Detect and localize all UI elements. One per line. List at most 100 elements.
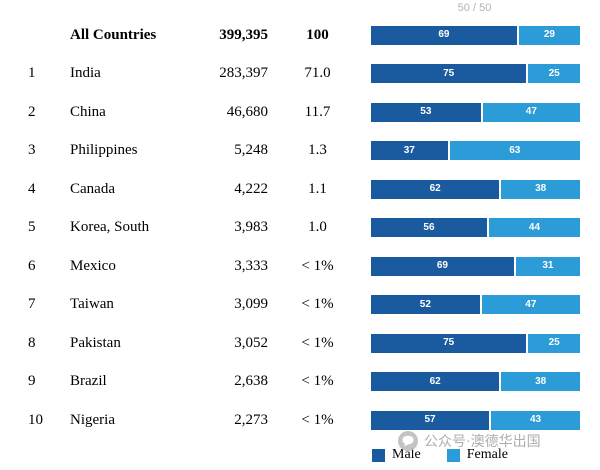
female-bar-segment: 43 xyxy=(491,410,580,430)
gender-bar-cell: 37 63 xyxy=(371,141,580,161)
count-cell: 3,052 xyxy=(234,334,268,351)
rank-cell: 2 xyxy=(28,103,36,120)
count-cell: 3,099 xyxy=(234,296,268,313)
percent-cell: 1.0 xyxy=(308,219,327,236)
percent-cell: < 1% xyxy=(301,334,334,351)
rank-cell: 3 xyxy=(28,142,36,159)
male-bar-segment: 62 xyxy=(371,372,500,392)
female-value-label: 47 xyxy=(525,106,537,118)
stacked-bar: 37 63 xyxy=(371,141,580,161)
female-value-label: 44 xyxy=(528,221,541,233)
rank-cell: 6 xyxy=(28,257,36,274)
stacked-bar: 56 44 xyxy=(371,218,580,238)
male-value-label: 62 xyxy=(429,375,441,387)
count-cell: 4,222 xyxy=(234,180,268,197)
female-bar-segment: 38 xyxy=(501,372,580,392)
rank-cell: 7 xyxy=(28,296,36,313)
female-value-label: 43 xyxy=(529,414,542,426)
table-row: All Countries 399,395 100 69 29 xyxy=(0,16,600,55)
country-cell: Korea, South xyxy=(70,219,150,236)
table-row: 5 Korea, South 3,983 1.0 56 44 xyxy=(0,209,600,248)
table-row: 3 Philippines 5,248 1.3 37 63 xyxy=(0,132,600,171)
country-cell: Philippines xyxy=(70,142,138,159)
male-bar-segment: 69 xyxy=(371,25,517,45)
female-value-label: 29 xyxy=(543,29,555,41)
fifty-fifty-axis-note: 50 / 50 xyxy=(457,2,492,14)
percent-cell: 11.7 xyxy=(304,103,331,120)
male-value-label: 53 xyxy=(420,106,432,118)
country-cell: Brazil xyxy=(70,373,107,390)
rank-cell: 8 xyxy=(28,334,36,351)
female-color-swatch xyxy=(446,448,460,462)
female-value-label: 47 xyxy=(525,298,537,310)
table-row: 8 Pakistan 3,052 < 1% 75 25 xyxy=(0,324,600,363)
stacked-bar: 62 38 xyxy=(371,372,580,392)
count-cell: 5,248 xyxy=(234,142,268,159)
table-row: 4 Canada 4,222 1.1 62 38 xyxy=(0,170,600,209)
gender-bar-cell: 75 25 xyxy=(371,64,580,84)
percent-cell: < 1% xyxy=(301,257,334,274)
country-cell: Nigeria xyxy=(70,411,115,428)
male-value-label: 69 xyxy=(436,260,448,272)
male-value-label: 37 xyxy=(403,144,415,156)
count-cell: 3,333 xyxy=(234,257,268,274)
male-bar-segment: 56 xyxy=(371,218,487,238)
male-value-label: 52 xyxy=(419,298,431,310)
gender-bar-cell: 75 25 xyxy=(371,333,580,353)
table-row: 10 Nigeria 2,273 < 1% 57 43 xyxy=(0,401,600,440)
percent-cell: 100 xyxy=(306,26,329,43)
gender-bar-cell: 62 38 xyxy=(371,372,580,392)
female-bar-segment: 47 xyxy=(481,295,580,315)
gender-bar-cell: 69 31 xyxy=(371,256,580,276)
female-value-label: 25 xyxy=(548,67,560,79)
male-value-label: 69 xyxy=(438,29,450,41)
stacked-bar: 75 25 xyxy=(371,333,580,353)
male-value-label: 56 xyxy=(423,221,435,233)
stacked-bar: 57 43 xyxy=(371,410,580,430)
female-bar-segment: 25 xyxy=(528,64,580,84)
count-cell: 2,638 xyxy=(234,373,268,390)
country-cell: Pakistan xyxy=(70,334,121,351)
male-value-label: 57 xyxy=(424,414,436,426)
count-cell: 283,397 xyxy=(219,65,268,82)
female-bar-segment: 31 xyxy=(515,256,580,276)
country-cell: Taiwan xyxy=(70,296,114,313)
male-bar-segment: 75 xyxy=(371,333,527,353)
male-value-label: 62 xyxy=(429,183,441,195)
gender-bar-cell: 52 47 xyxy=(371,295,580,315)
female-value-label: 63 xyxy=(509,144,521,156)
count-cell: 399,395 xyxy=(219,26,268,43)
male-bar-segment: 57 xyxy=(371,410,489,430)
female-bar-segment: 47 xyxy=(482,102,580,122)
percent-cell: 1.1 xyxy=(308,180,327,197)
female-value-label: 31 xyxy=(542,260,554,272)
percent-cell: < 1% xyxy=(301,373,334,390)
count-cell: 3,983 xyxy=(234,219,268,236)
male-bar-segment: 37 xyxy=(371,141,448,161)
female-value-label: 25 xyxy=(548,337,560,349)
count-cell: 46,680 xyxy=(226,103,268,120)
country-cell: China xyxy=(70,103,106,120)
gender-bar-cell: 62 38 xyxy=(371,179,580,199)
male-bar-segment: 75 xyxy=(371,64,527,84)
table-row: 9 Brazil 2,638 < 1% 62 38 xyxy=(0,363,600,402)
female-bar-segment: 63 xyxy=(449,141,580,161)
country-cell: India xyxy=(70,65,101,82)
female-value-label: 38 xyxy=(535,375,547,387)
male-bar-segment: 69 xyxy=(371,256,514,276)
legend-male-label: Male xyxy=(392,447,421,462)
stacked-bar: 69 29 xyxy=(371,25,580,45)
gender-bar-cell: 56 44 xyxy=(371,218,580,238)
gender-bar-cell: 53 47 xyxy=(371,102,580,122)
legend-item-female: Female xyxy=(446,447,508,463)
legend-female-label: Female xyxy=(466,447,508,462)
country-cell: Mexico xyxy=(70,257,116,274)
table-row: 2 China 46,680 11.7 53 47 xyxy=(0,93,600,132)
count-cell: 2,273 xyxy=(234,411,268,428)
gender-bar-cell: 69 29 xyxy=(371,25,580,45)
stacked-bar: 75 25 xyxy=(371,64,580,84)
stacked-bar: 52 47 xyxy=(371,295,580,315)
percent-cell: 71.0 xyxy=(304,65,331,82)
rank-cell: 1 xyxy=(28,65,36,82)
